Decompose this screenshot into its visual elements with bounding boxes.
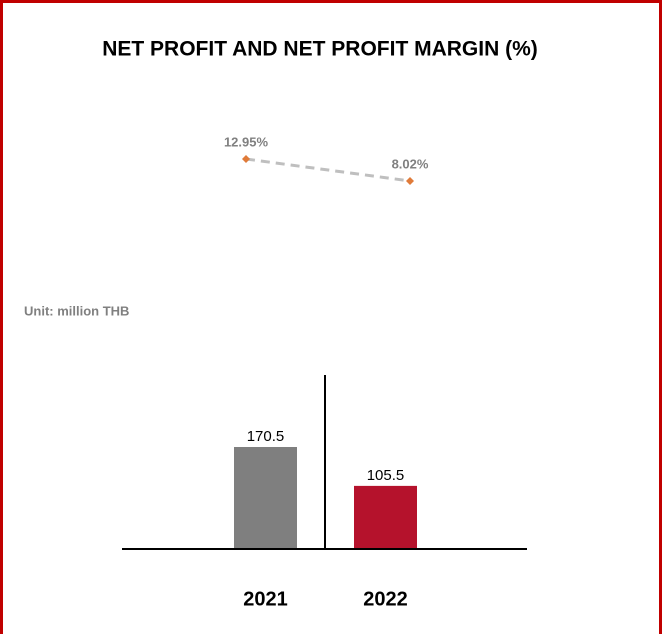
unit-note: Unit: million THB: [24, 303, 129, 318]
chart-title: NET PROFIT AND NET PROFIT MARGIN (%): [102, 38, 538, 61]
bar-value-label: 170.5: [247, 428, 285, 445]
bar: [354, 485, 417, 549]
margin-label: 8.02%: [392, 156, 429, 171]
margin-marker: [406, 176, 414, 185]
margin-label: 12.95%: [224, 134, 269, 149]
x-tick-label: 2022: [363, 588, 408, 610]
x-tick-label: 2021: [243, 588, 288, 610]
bar: [234, 447, 297, 549]
bar-value-label: 105.5: [367, 467, 405, 484]
margin-line: [245, 157, 411, 183]
margin-marker: [242, 155, 250, 163]
